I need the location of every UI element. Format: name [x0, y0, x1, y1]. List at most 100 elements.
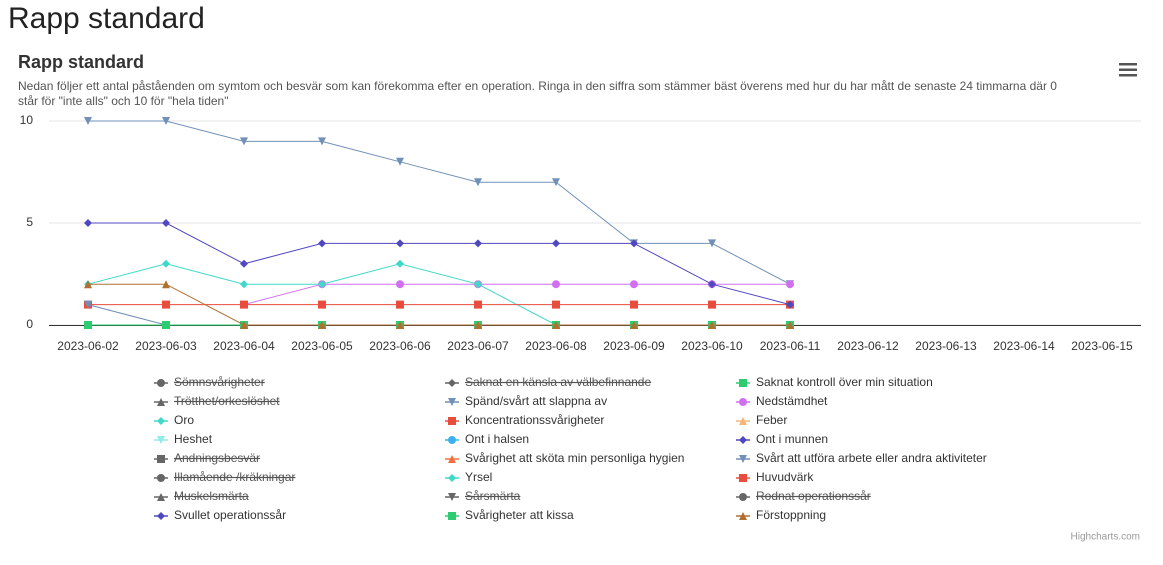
point-marker	[474, 178, 482, 187]
legend-symbol	[157, 436, 165, 444]
legend-label: Sårsmärta	[465, 489, 521, 503]
point-marker	[318, 280, 326, 289]
legend-label: Heshet	[174, 432, 213, 446]
legend-item[interactable]: Nedstämdhet	[736, 394, 828, 408]
legend-symbol	[739, 474, 747, 482]
legend-symbol	[448, 455, 456, 463]
point-marker	[162, 117, 170, 125]
point-marker	[396, 280, 404, 289]
legend-item[interactable]: Illamående /kräkningar	[154, 470, 295, 484]
point-marker	[630, 280, 638, 289]
legend-item[interactable]: Andningsbesvär	[154, 451, 260, 465]
point-marker	[396, 259, 404, 268]
legend-label: Svårigheter att kissa	[465, 508, 574, 522]
point-marker	[708, 300, 716, 309]
legend-label: Spänd/svårt att slappna av	[465, 394, 607, 408]
series	[84, 219, 794, 309]
legend-symbol	[739, 417, 747, 425]
x-tick-label: 2023-06-06	[369, 339, 431, 353]
point-marker	[162, 280, 170, 289]
legend-label: Trötthet/orkeslöshet	[174, 394, 280, 408]
point-marker	[318, 300, 326, 309]
legend-item[interactable]: Oro	[154, 413, 194, 427]
legend-item[interactable]: Saknat en känsla av välbefinnande	[445, 375, 651, 389]
legend-item[interactable]: Saknat kontroll över min situation	[736, 375, 933, 389]
legend-item[interactable]: Spänd/svårt att slappna av	[445, 394, 607, 408]
legend-symbol	[157, 379, 165, 387]
legend-label: Rodnat operationssår	[756, 489, 871, 503]
legend-item[interactable]: Ont i munnen	[736, 432, 828, 446]
x-tick-label: 2023-06-13	[915, 339, 977, 353]
legend-item[interactable]: Svårighet att sköta min personliga hygie…	[445, 451, 684, 465]
legend-item[interactable]: Svårt att utföra arbete eller andra akti…	[736, 451, 987, 465]
legend-item[interactable]: Heshet	[154, 432, 213, 446]
x-tick-label: 2023-06-07	[447, 339, 509, 353]
legend-item[interactable]: Yrsel	[445, 470, 492, 484]
menu-bar[interactable]	[1119, 74, 1137, 77]
point-marker	[240, 300, 248, 309]
legend-item[interactable]: Muskelsmärta	[154, 489, 249, 503]
legend-symbol	[157, 474, 165, 482]
legend-symbol	[157, 455, 165, 463]
menu-bar[interactable]	[1119, 68, 1137, 72]
legend-item[interactable]: Huvudvärk	[736, 470, 814, 484]
point-marker	[474, 321, 482, 329]
series	[84, 280, 794, 329]
point-marker	[552, 300, 560, 309]
legend-symbol	[739, 493, 747, 501]
chart-title: Rapp standard	[18, 52, 145, 72]
legend-label: Koncentrationssvårigheter	[465, 413, 604, 427]
point-marker	[474, 300, 482, 309]
point-marker	[240, 137, 248, 146]
point-marker	[240, 280, 248, 289]
page-title: Rapp standard	[8, 2, 205, 35]
legend-item[interactable]: Förstoppning	[736, 508, 826, 522]
legend-label: Ont i halsen	[465, 432, 529, 446]
point-marker	[708, 280, 716, 289]
legend-label: Svårt att utföra arbete eller andra akti…	[756, 451, 987, 465]
series-line	[88, 120, 791, 285]
legend-symbol	[448, 398, 456, 406]
menu-button[interactable]	[1119, 63, 1137, 77]
legend-symbol	[739, 455, 747, 463]
legend-label: Muskelsmärta	[174, 489, 249, 503]
legend-symbol	[448, 436, 456, 444]
legend-item[interactable]: Svårigheter att kissa	[445, 508, 574, 522]
legend-label: Svullet operationssår	[174, 508, 286, 522]
point-marker	[84, 219, 92, 227]
point-marker	[162, 219, 170, 227]
point-marker	[786, 280, 794, 289]
point-marker	[708, 239, 716, 248]
legend-item[interactable]: Feber	[736, 413, 787, 427]
series-line	[88, 283, 790, 326]
legend-label: Huvudvärk	[756, 470, 814, 484]
legend-symbol	[739, 512, 747, 520]
legend-symbol	[448, 493, 456, 501]
point-marker	[318, 321, 326, 329]
point-marker	[396, 239, 404, 248]
x-tick-label: 2023-06-02	[57, 339, 119, 353]
point-marker	[240, 259, 248, 268]
legend-item[interactable]: Trötthet/orkeslöshet	[154, 394, 280, 408]
point-marker	[552, 280, 560, 289]
menu-bar[interactable]	[1119, 63, 1137, 66]
legend-item[interactable]: Svullet operationssår	[154, 508, 286, 522]
x-tick-label: 2023-06-14	[993, 339, 1055, 353]
series	[84, 117, 794, 289]
legend-item[interactable]: Sömnsvårigheter	[154, 375, 265, 389]
series	[84, 259, 794, 329]
legend-item[interactable]: Sårsmärta	[445, 489, 521, 503]
legend-label: Nedstämdhet	[756, 394, 828, 408]
legend-label: Yrsel	[465, 470, 492, 484]
point-marker	[630, 321, 638, 329]
point-marker	[630, 239, 638, 248]
series-line	[87, 263, 790, 326]
legend-item[interactable]: Ont i halsen	[445, 432, 529, 446]
legend-item[interactable]: Koncentrationssvårigheter	[445, 413, 604, 427]
legend-item[interactable]: Rodnat operationssår	[736, 489, 871, 503]
point-marker	[240, 321, 248, 329]
point-marker	[630, 300, 638, 309]
chart-subtitle: Nedan följer ett antal påståenden om sym…	[18, 79, 1057, 108]
